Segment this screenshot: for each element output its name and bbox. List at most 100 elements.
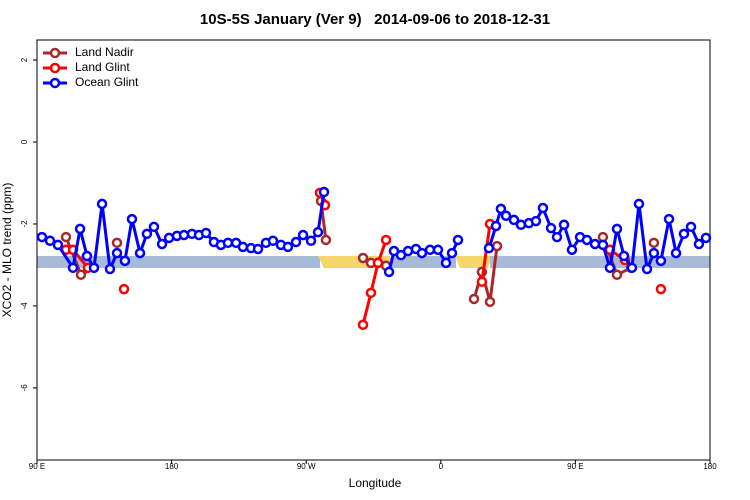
data-point: [551, 231, 563, 243]
data-point: [530, 215, 542, 227]
x-tick-label: 180: [165, 462, 179, 471]
data-point: [297, 229, 309, 241]
data-point: [648, 247, 660, 259]
data-point: [67, 262, 79, 274]
data-point: [290, 236, 302, 248]
x-tick-label: 180: [703, 462, 717, 471]
data-point: [416, 247, 428, 259]
legend-marker: [49, 77, 61, 89]
data-point: [357, 252, 369, 264]
data-point: [432, 244, 444, 256]
y-axis-label: XCO2 - MLO trend (ppm): [0, 183, 14, 318]
data-point: [537, 202, 549, 214]
data-point: [60, 231, 72, 243]
data-point: [134, 247, 146, 259]
data-point: [104, 263, 116, 275]
data-point: [148, 221, 160, 233]
data-point: [490, 220, 502, 232]
data-point: [491, 240, 503, 252]
legend-marker: [49, 62, 61, 74]
land-band: [455, 256, 492, 268]
ocean-band: [392, 256, 456, 268]
data-point: [52, 239, 64, 251]
data-point: [685, 221, 697, 233]
data-point: [81, 250, 93, 262]
data-point: [75, 269, 87, 281]
series: [36, 186, 712, 278]
data-point: [126, 213, 138, 225]
data-point: [88, 262, 100, 274]
data-point: [641, 263, 653, 275]
data-point: [597, 239, 609, 251]
data-point: [604, 262, 616, 274]
legend-label: Ocean Glint: [75, 75, 139, 89]
x-tick-label: 90 E: [29, 462, 45, 471]
legend-marker: [49, 47, 61, 59]
data-point: [566, 244, 578, 256]
data-point: [545, 222, 557, 234]
data-point: [111, 247, 123, 259]
x-tick-label: 90 E: [567, 462, 583, 471]
y-tick-label: 2: [20, 57, 29, 62]
chart-title: 10S-5S January (Ver 9) 2014-09-06 to 201…: [200, 11, 550, 28]
data-point: [495, 203, 507, 215]
x-axis-label: Longitude: [349, 476, 402, 490]
plot-frame: [36, 39, 711, 461]
data-point: [700, 232, 712, 244]
data-point: [476, 276, 488, 288]
x-tick-label: 0: [439, 462, 444, 471]
data-point: [633, 198, 645, 210]
data-point: [693, 238, 705, 250]
data-point: [365, 287, 377, 299]
data-point: [618, 250, 630, 262]
data-point: [200, 227, 212, 239]
data-point: [648, 237, 660, 249]
data-point: [318, 186, 330, 198]
data-point: [222, 237, 234, 249]
x-tick-label: 90 W: [297, 462, 316, 471]
data-point: [383, 266, 395, 278]
data-point: [500, 210, 512, 222]
data-point: [96, 198, 108, 210]
data-point: [678, 228, 690, 240]
data-point: [655, 255, 667, 267]
data-point: [611, 223, 623, 235]
data-point: [468, 293, 480, 305]
legend-label: Land Glint: [75, 60, 130, 74]
data-point: [357, 319, 369, 331]
data-point: [515, 219, 527, 231]
ocean-band: [490, 256, 710, 268]
data-point: [446, 247, 458, 259]
data-point: [626, 262, 638, 274]
data-point: [452, 234, 464, 246]
data-point: [372, 257, 384, 269]
data-point: [118, 283, 130, 295]
data-point: [483, 242, 495, 254]
data-point: [663, 213, 675, 225]
data-point: [111, 237, 123, 249]
data-point: [508, 214, 520, 226]
data-point: [156, 238, 168, 250]
y-tick-label: -4: [20, 302, 29, 310]
data-point: [141, 228, 153, 240]
data-point: [178, 229, 190, 241]
data-point: [611, 269, 623, 281]
data-point: [558, 219, 570, 231]
legend-label: Land Nadir: [75, 45, 134, 59]
data-point: [305, 235, 317, 247]
data-point: [119, 255, 131, 267]
data-point: [440, 257, 452, 269]
data-point: [380, 234, 392, 246]
data-point: [267, 235, 279, 247]
data-point: [252, 243, 264, 255]
data-point: [44, 235, 56, 247]
y-tick-label: -6: [20, 384, 29, 392]
data-point: [237, 241, 249, 253]
data-point: [282, 241, 294, 253]
data-point: [320, 234, 332, 246]
data-point: [312, 226, 324, 238]
